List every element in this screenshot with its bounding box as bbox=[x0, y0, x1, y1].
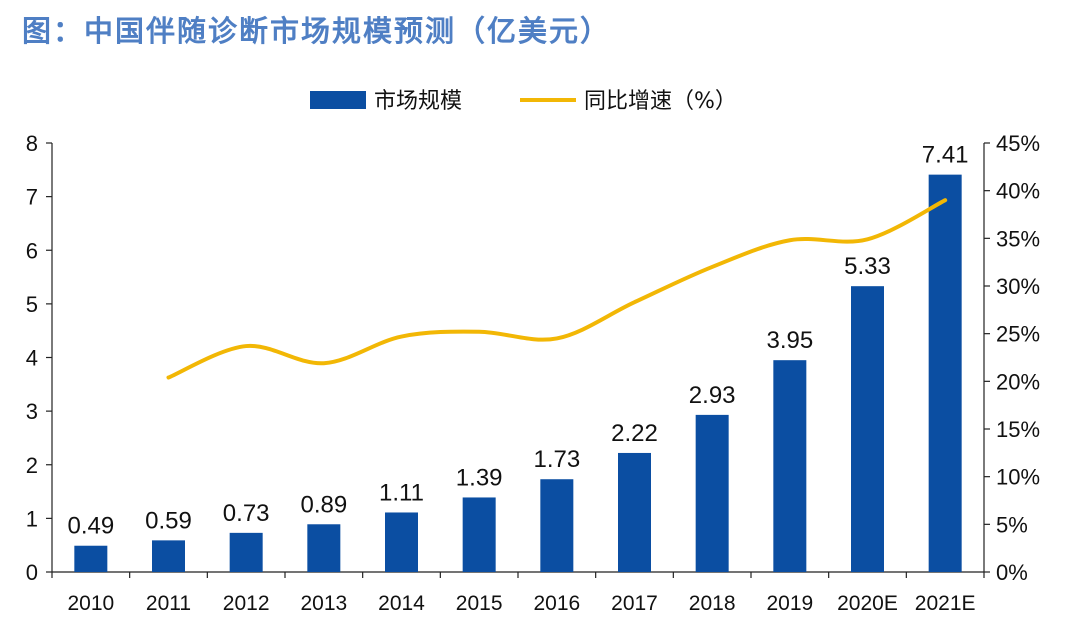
bar-value-label: 1.11 bbox=[379, 479, 424, 506]
bar bbox=[462, 497, 496, 572]
x-tick-label: 2014 bbox=[378, 592, 425, 615]
bar-value-label: 1.73 bbox=[533, 446, 580, 473]
y-left-tick-label: 6 bbox=[26, 238, 38, 263]
x-tick-label: 2012 bbox=[223, 592, 270, 615]
y-right-tick-label: 15% bbox=[996, 417, 1040, 442]
x-tick-label: 2011 bbox=[146, 592, 191, 615]
legend-label-bar: 市场规模 bbox=[374, 89, 462, 114]
y-right-tick-label: 25% bbox=[996, 322, 1040, 347]
legend-label-line: 同比增速（%） bbox=[584, 89, 737, 114]
y-right-tick-label: 20% bbox=[996, 369, 1040, 394]
bar bbox=[928, 174, 962, 573]
x-tick-label: 2013 bbox=[300, 592, 347, 615]
bar-value-label: 0.89 bbox=[300, 491, 347, 518]
figure-title: 图：中国伴随诊断市场规模预测（亿美元） bbox=[22, 14, 612, 48]
bar-series bbox=[74, 174, 962, 573]
bar bbox=[851, 286, 884, 572]
growth-line bbox=[166, 198, 948, 380]
y-left-tick-label: 7 bbox=[26, 185, 38, 210]
bar-value-label: 3.95 bbox=[766, 327, 813, 354]
x-tick-label: 2020E bbox=[837, 592, 898, 615]
bar bbox=[74, 545, 108, 572]
data-labels: 0.49 0.59 0.73 0.89 1.11 1.39 1.73 2.22 2.93 3.95… bbox=[67, 142, 968, 540]
x-tick-label: 2018 bbox=[689, 592, 736, 615]
bar bbox=[152, 540, 185, 572]
bar-value-label: 2.93 bbox=[689, 382, 736, 409]
bar bbox=[307, 524, 341, 572]
bar-value-label: 7.41 bbox=[922, 142, 969, 169]
bar-value-label: 0.59 bbox=[145, 507, 192, 534]
y-right-tick-label: 10% bbox=[996, 465, 1040, 490]
x-tick-label: 2019 bbox=[766, 592, 813, 615]
x-tick-label: 2016 bbox=[533, 592, 580, 615]
y-right-tick-label: 5% bbox=[996, 512, 1028, 537]
y-left-tick-label: 4 bbox=[26, 346, 38, 371]
growth-line-series bbox=[166, 198, 948, 380]
legend: 市场规模 同比增速（%） bbox=[310, 89, 737, 114]
y-right-tick-label: 30% bbox=[996, 274, 1040, 299]
bar-value-label: 5.33 bbox=[844, 253, 891, 280]
y-right-tick-label: 0% bbox=[996, 560, 1028, 585]
x-tick-label: 2015 bbox=[456, 592, 503, 615]
y-right-tick-label: 40% bbox=[996, 179, 1040, 204]
bar bbox=[229, 532, 263, 572]
axes: 0 1 2 3 4 5 6 7 8 0% 5% 10% 15% 20% 25% 30% 35% 40% 45% 201… bbox=[26, 131, 1040, 615]
bar-value-label: 0.73 bbox=[223, 500, 270, 527]
y-right-tick-label: 35% bbox=[996, 226, 1040, 251]
x-tick-label: 2017 bbox=[611, 592, 658, 615]
y-left-tick-label: 5 bbox=[26, 292, 38, 317]
bar bbox=[385, 512, 418, 572]
bar bbox=[618, 452, 651, 572]
y-left-tick-label: 0 bbox=[26, 560, 38, 585]
bar-value-label: 0.49 bbox=[67, 513, 114, 540]
x-tick-label: 2010 bbox=[67, 592, 114, 615]
bar bbox=[695, 414, 729, 572]
x-tick-label: 2021E bbox=[915, 592, 976, 615]
y-left-tick-label: 8 bbox=[26, 131, 38, 156]
bar bbox=[540, 479, 574, 572]
bar bbox=[773, 360, 807, 572]
bar-value-label: 1.39 bbox=[456, 464, 503, 491]
legend-swatch-bar bbox=[310, 91, 366, 109]
y-right-tick-label: 45% bbox=[996, 131, 1040, 156]
y-left-tick-label: 1 bbox=[26, 506, 38, 531]
bar-value-label: 2.22 bbox=[611, 420, 658, 447]
y-left-tick-label: 2 bbox=[26, 453, 38, 478]
y-left-tick-label: 3 bbox=[26, 399, 38, 424]
